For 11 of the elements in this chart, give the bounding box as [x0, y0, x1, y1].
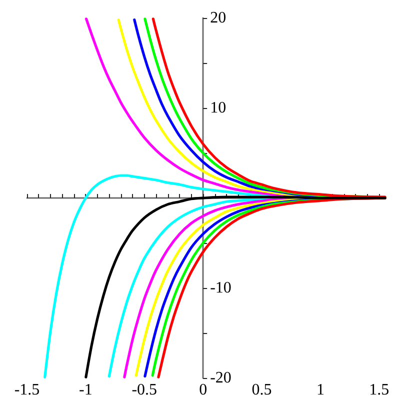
y-tick-label: -10	[210, 280, 232, 296]
x-tick-label: -0.5	[132, 382, 158, 398]
x-tick-label: 0	[199, 382, 208, 398]
x-tick-label: -1.5	[14, 382, 40, 398]
y-tick-label: 10	[210, 100, 226, 116]
x-tick-label: -1	[79, 382, 92, 398]
y-tick-label: 20	[210, 10, 226, 26]
x-tick-label: 0.5	[252, 382, 272, 398]
x-tick-label: 1	[316, 382, 324, 398]
x-tick-label: 1.5	[369, 382, 390, 398]
y-tick-label: -20	[210, 370, 232, 386]
